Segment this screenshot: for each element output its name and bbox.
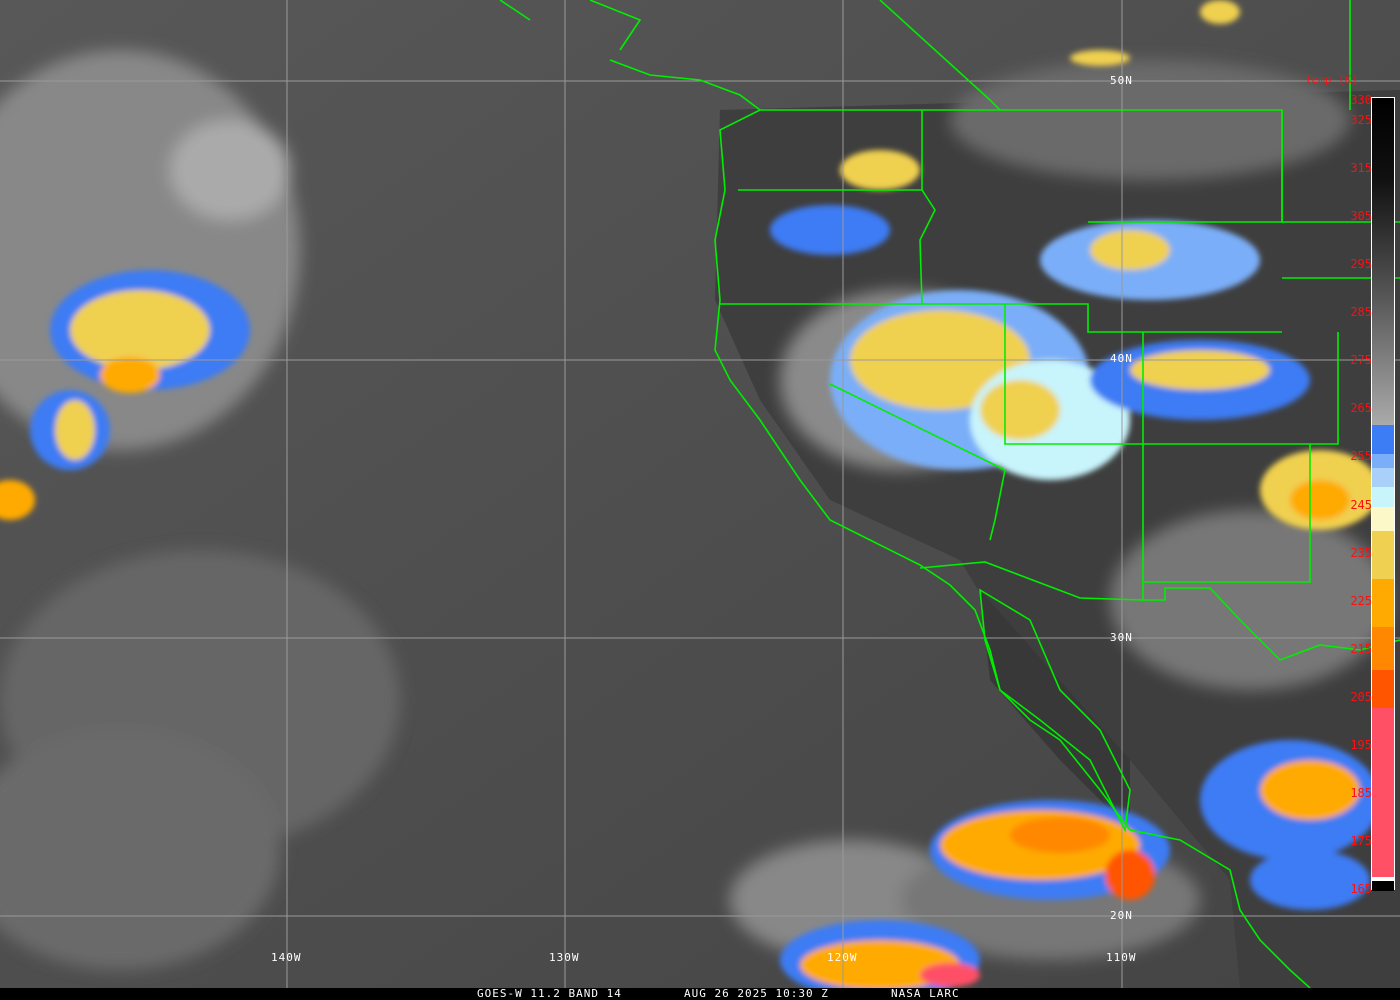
lon-label-130w: 130W [549, 951, 580, 964]
colorbar-tick-label: 330 [1350, 93, 1372, 107]
colorbar-segment [1372, 453, 1394, 469]
colorbar-segment [1372, 708, 1394, 877]
colorbar-tick-label: 305 [1350, 209, 1372, 224]
political-borders [499, 0, 1400, 988]
colorbar-segment [1372, 424, 1394, 454]
colorbar-tick-label: 295 [1350, 257, 1372, 272]
baja-peninsula [980, 590, 1130, 830]
lat-label-40n: 40N [1110, 352, 1133, 365]
colorbar-segment [1372, 881, 1394, 891]
colorbar-tick-label: 185 [1350, 785, 1372, 800]
colorbar-tick-label: 325 [1350, 113, 1372, 128]
lat-label-30n: 30N [1110, 631, 1133, 644]
colorbar-tick-label: 225 [1350, 593, 1372, 608]
lat-label-50n: 50N [1110, 74, 1133, 87]
colorbar-tick-label: 195 [1350, 737, 1372, 752]
colorbar-tick-label: 245 [1350, 497, 1372, 512]
colorbar-tick-label: 255 [1350, 449, 1372, 464]
colorbar-tick-label: 165 [1350, 882, 1372, 896]
caption-source: NASA LARC [891, 987, 960, 1000]
colorbar-tick-label: 265 [1350, 401, 1372, 416]
colorbar-segment [1372, 98, 1394, 425]
lon-label-140w: 140W [271, 951, 302, 964]
lon-label-120w: 120W [827, 951, 858, 964]
colorbar-tick-label: 215 [1350, 641, 1372, 656]
caption-satellite: GOES-W 11.2 BAND 14 [477, 987, 622, 1000]
colorbar-segment [1372, 468, 1394, 488]
colorbar-tick-label: 285 [1350, 305, 1372, 320]
colorbar-segment [1372, 876, 1394, 882]
colorbar-tick-label: 205 [1350, 689, 1372, 704]
colorbar-segment [1372, 506, 1394, 531]
lat-label-20n: 20N [1110, 909, 1133, 922]
image-caption-bar: GOES-W 11.2 BAND 14 AUG 26 2025 10:30 Z … [0, 988, 1400, 1000]
colorbar-segment [1372, 578, 1394, 627]
colorbar-tick-label: 275 [1350, 353, 1372, 368]
colorbar-segment [1372, 487, 1394, 507]
colorbar-segment [1372, 530, 1394, 579]
colorbar-tick-label: 235 [1350, 545, 1372, 560]
colorbar-tick-label: 175 [1350, 833, 1372, 848]
colorbar-segment [1372, 626, 1394, 670]
colorbar-title: Temp [K] [1305, 73, 1358, 86]
colorbar-tick-label: 315 [1350, 161, 1372, 176]
lon-label-110w: 110W [1106, 951, 1137, 964]
caption-datetime: AUG 26 2025 10:30 Z [684, 987, 829, 1000]
colorbar-segment [1372, 669, 1394, 709]
temperature-colorbar [1371, 97, 1395, 891]
